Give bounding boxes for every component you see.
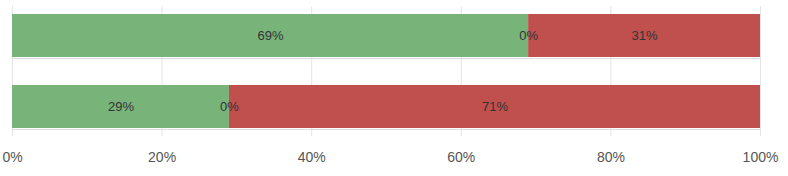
svg-text:40%: 40% xyxy=(298,149,326,165)
svg-text:69%: 69% xyxy=(258,28,284,43)
svg-text:100%: 100% xyxy=(743,149,779,165)
svg-text:20%: 20% xyxy=(148,149,176,165)
svg-text:71%: 71% xyxy=(482,99,508,114)
svg-text:60%: 60% xyxy=(447,149,475,165)
svg-text:80%: 80% xyxy=(597,149,625,165)
svg-text:0%: 0% xyxy=(519,28,538,43)
svg-text:29%: 29% xyxy=(108,99,134,114)
svg-text:31%: 31% xyxy=(632,28,658,43)
svg-text:0%: 0% xyxy=(2,149,22,165)
svg-text:0%: 0% xyxy=(220,99,239,114)
